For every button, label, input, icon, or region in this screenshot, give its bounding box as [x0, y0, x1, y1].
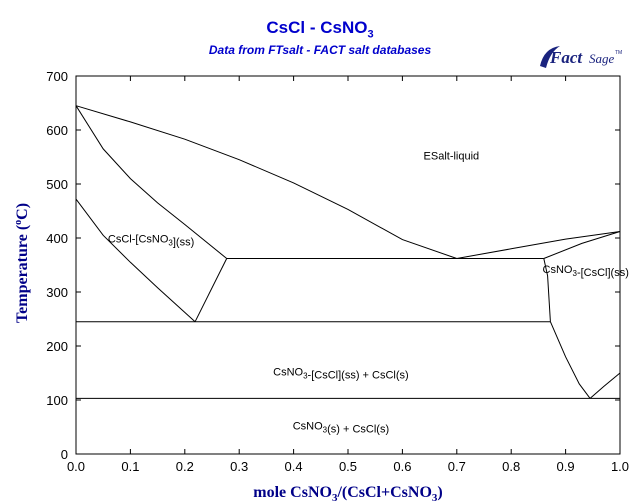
x-tick-label: 0.9 [557, 459, 575, 474]
logo-swoosh-icon [540, 46, 560, 68]
phase-line-solidus-left [75, 105, 228, 259]
logo-trademark: TM [615, 50, 622, 56]
region-label-esalt-liquid: ESalt-liquid [424, 151, 480, 163]
phase-lines [75, 105, 621, 399]
phase-line-solvus-left-upper [194, 258, 228, 322]
plot-frame [75, 75, 621, 455]
x-tick-label: 0.1 [121, 459, 139, 474]
y-tick-label: 600 [46, 123, 68, 138]
region-label-csno3-s-plus-cscl: CsNO3(s) + CsCl(s) [293, 421, 389, 436]
chart-subtitle: Data from FTsalt - FACT salt databases [208, 43, 432, 57]
x-tick-label: 0.7 [448, 459, 466, 474]
region-label-cscl-ss: CsCl-[CsNO3](ss) [108, 233, 194, 248]
factsage-logo: Fact Sage TM [540, 46, 622, 68]
axis-ticks [75, 75, 621, 455]
phase-line-solvus-right [543, 258, 551, 322]
region-labels: ESalt-liquid CsCl-[CsNO3](ss) CsNO3-[CsCl]… [108, 151, 629, 436]
y-tick-label: 400 [46, 231, 68, 246]
chart-title: CsCl - CsNO3 [266, 18, 374, 41]
x-tick-label: 0.4 [285, 459, 303, 474]
phase-line-solvus-right-lower [549, 321, 591, 399]
x-tick-label: 0.5 [339, 459, 357, 474]
phase-line-liquidus-left [75, 105, 457, 259]
x-tick-label: 0.6 [393, 459, 411, 474]
title-subscript: 3 [367, 28, 374, 41]
x-axis-title: mole CsNO3/(CsCl+CsNO3) [253, 484, 442, 504]
x-tick-label: 0.0 [67, 459, 85, 474]
phase-line-liquidus-right [456, 231, 621, 259]
y-tick-label: 300 [46, 285, 68, 300]
region-label-csno3-ss: CsNO3-[CsCl](ss) [543, 264, 629, 279]
logo-text-sage: Sage [589, 51, 615, 66]
region-label-csno3-ss-plus-cscl: CsNO3-[CsCl](ss) + CsCl(s) [273, 367, 409, 382]
tick-labels: 0.0 0.1 0.2 0.3 0.4 0.5 0.6 0.7 0.8 0.9 1.0 0 100 200… [46, 69, 629, 474]
y-tick-label: 100 [46, 393, 68, 408]
y-tick-label: 200 [46, 339, 68, 354]
y-tick-label: 700 [46, 69, 68, 84]
logo-text: Fact [549, 48, 583, 67]
phase-line-solvus-left [75, 198, 196, 323]
x-tick-label: 1.0 [611, 459, 629, 474]
x-tick-label: 0.2 [176, 459, 194, 474]
phase-line-solidus-right [543, 231, 621, 259]
phase-line-right-rise [589, 372, 621, 399]
x-tick-label: 0.3 [230, 459, 248, 474]
x-tick-label: 0.8 [502, 459, 520, 474]
y-tick-label: 500 [46, 177, 68, 192]
y-tick-label: 0 [61, 447, 68, 462]
y-axis-title: Temperature (oC) [13, 203, 31, 323]
